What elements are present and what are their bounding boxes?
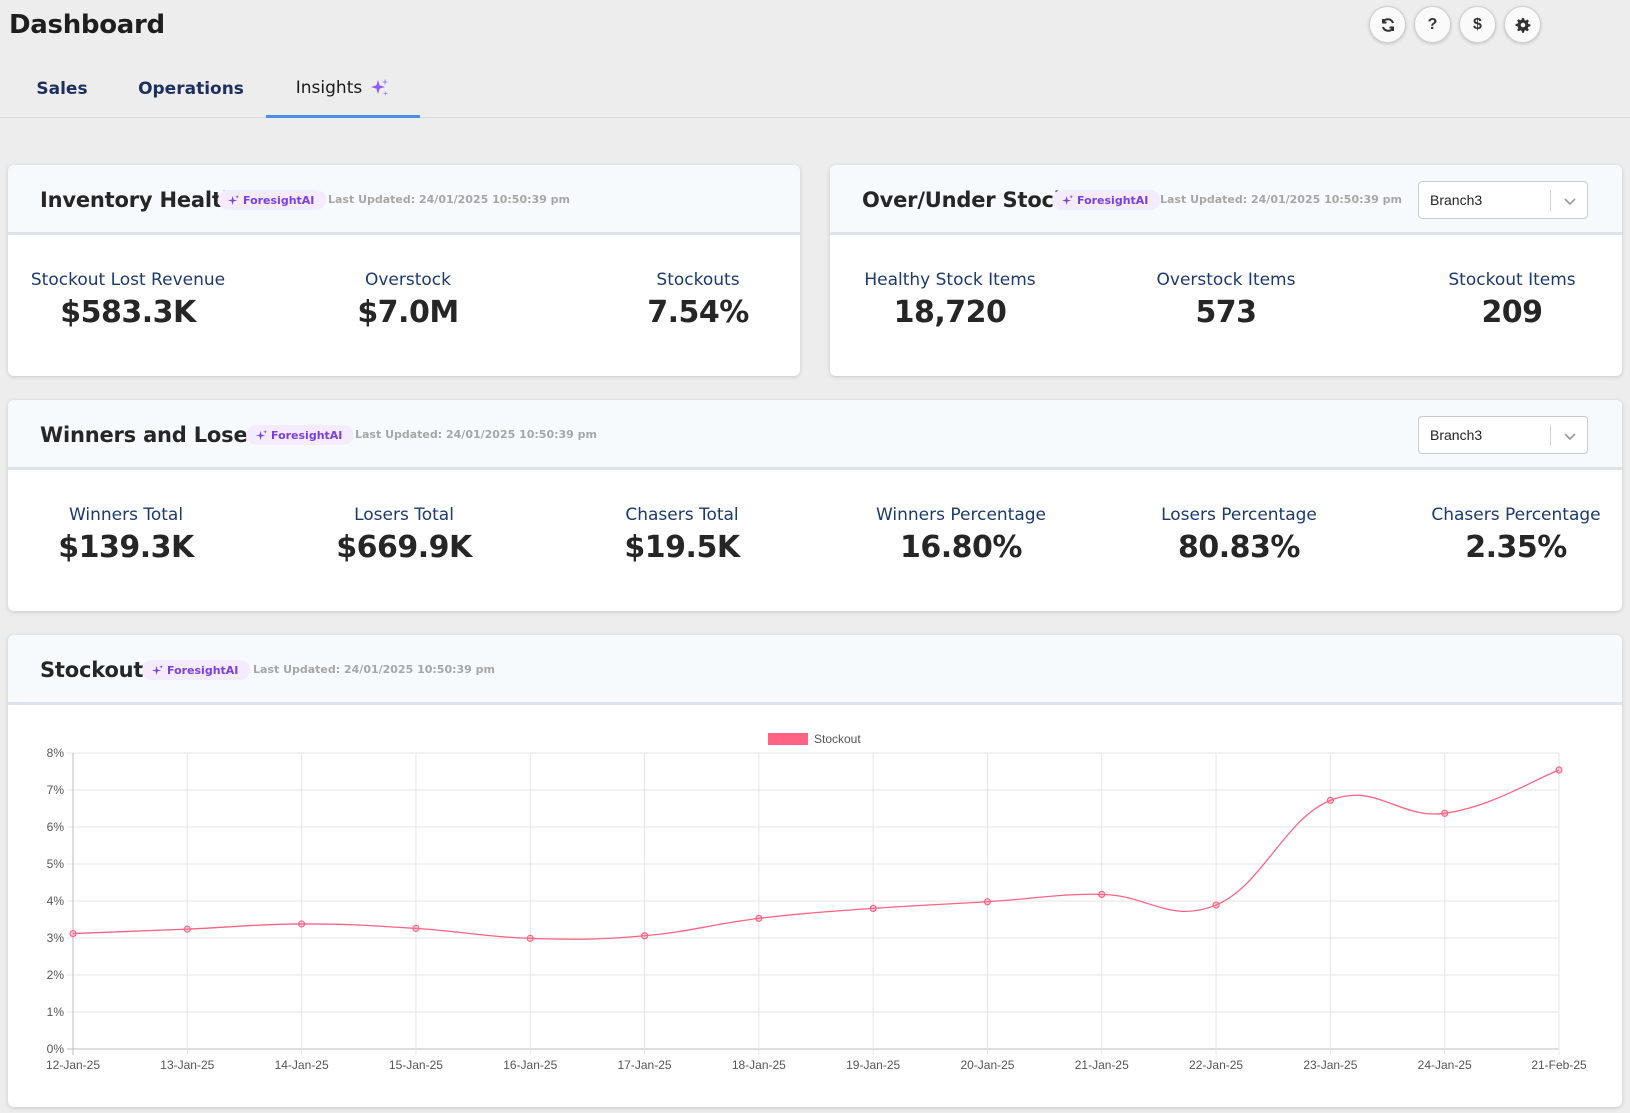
data-point <box>1326 796 1334 804</box>
metric-overstock-items: Overstock Items 573 <box>1156 270 1296 330</box>
data-point <box>298 920 306 928</box>
x-tick-label: 23-Jan-25 <box>1303 1058 1357 1072</box>
dollar-icon: $ <box>1473 15 1482 33</box>
metric-stockout-items: Stockout Items 209 <box>1448 270 1576 330</box>
refresh-icon <box>1381 17 1394 32</box>
y-tick-label: 7% <box>47 783 65 797</box>
data-point <box>983 898 992 906</box>
metric-winners-total: Winners Total $139.3K <box>58 505 194 565</box>
top-bar: Dashboard ? $ Sales Operations Insights <box>0 0 1630 118</box>
y-tick-label: 8% <box>47 746 65 760</box>
x-tick-label: 21-Feb-25 <box>1531 1058 1587 1072</box>
data-point <box>869 904 877 912</box>
stockout-chart-card: Stockout ForesightAI Last Updated: 24/01… <box>8 635 1622 1107</box>
y-tick-label: 3% <box>47 931 65 945</box>
foresight-badge: ForesightAI <box>142 660 251 680</box>
x-tick-label: 12-Jan-25 <box>46 1058 100 1072</box>
x-tick-label: 21-Jan-25 <box>1075 1058 1129 1072</box>
y-tick-label: 0% <box>47 1042 65 1056</box>
x-tick-label: 15-Jan-25 <box>389 1058 443 1072</box>
card-header: Stockout ForesightAI Last Updated: 24/01… <box>8 635 1622 705</box>
x-tick-label: 24-Jan-25 <box>1418 1058 1472 1072</box>
foresight-badge: ForesightAI <box>1052 190 1161 210</box>
legend-label: Stockout <box>814 732 861 746</box>
winners-losers-card: Winners and Losers ForesightAI Last Upda… <box>8 400 1622 611</box>
help-button[interactable]: ? <box>1414 6 1451 43</box>
refresh-button[interactable] <box>1369 6 1406 43</box>
x-tick-label: 13-Jan-25 <box>160 1058 214 1072</box>
tab-sales[interactable]: Sales <box>36 78 88 99</box>
y-tick-label: 1% <box>47 1005 65 1019</box>
settings-icon <box>1515 17 1530 33</box>
over-under-stock-card: Over/Under Stock ForesightAI Last Update… <box>830 165 1622 376</box>
last-updated: Last Updated: 24/01/2025 10:50:39 pm <box>253 663 495 676</box>
data-point <box>1212 901 1220 909</box>
card-header: Inventory Health ForesightAI Last Update… <box>8 165 800 235</box>
last-updated: Last Updated: 24/01/2025 10:50:39 pm <box>355 428 597 441</box>
sparkle-icon <box>1062 194 1073 205</box>
last-updated: Last Updated: 24/01/2025 10:50:39 pm <box>328 193 570 206</box>
metric-healthy-stock-items: Healthy Stock Items 18,720 <box>864 270 1036 330</box>
foresight-badge: ForesightAI <box>218 190 327 210</box>
y-tick-label: 6% <box>47 820 65 834</box>
branch-select[interactable]: Branch3 <box>1418 181 1588 219</box>
tab-operations[interactable]: Operations <box>138 78 244 99</box>
branch-select[interactable]: Branch3 <box>1418 416 1588 454</box>
inventory-health-card: Inventory Health ForesightAI Last Update… <box>8 165 800 376</box>
metric-chasers-total: Chasers Total $19.5K <box>624 505 740 565</box>
x-tick-label: 17-Jan-25 <box>618 1058 672 1072</box>
data-point <box>183 925 191 933</box>
x-tick-label: 22-Jan-25 <box>1189 1058 1243 1072</box>
y-tick-label: 5% <box>47 857 65 871</box>
tab-bar: Sales Operations Insights <box>0 60 1630 118</box>
metric-winners-percentage: Winners Percentage 16.80% <box>875 505 1047 565</box>
x-tick-label: 19-Jan-25 <box>846 1058 900 1072</box>
metric-losers-total: Losers Total $669.9K <box>336 505 472 565</box>
metric-overstock: Overstock $7.0M <box>357 270 459 330</box>
card-header: Over/Under Stock ForesightAI Last Update… <box>830 165 1622 235</box>
y-tick-label: 4% <box>47 894 65 908</box>
data-point <box>1441 809 1449 817</box>
foresight-badge: ForesightAI <box>246 425 355 445</box>
legend-swatch <box>768 733 808 745</box>
series-line-stockout <box>72 769 1560 940</box>
card-header: Winners and Losers ForesightAI Last Upda… <box>8 400 1622 470</box>
sparkle-icon <box>152 664 163 675</box>
metric-stockouts: Stockouts 7.54% <box>647 270 749 330</box>
data-point <box>412 924 420 932</box>
last-updated: Last Updated: 24/01/2025 10:50:39 pm <box>1160 193 1402 206</box>
sparkle-icon <box>228 194 239 205</box>
data-point <box>640 932 649 940</box>
x-tick-label: 16-Jan-25 <box>503 1058 557 1072</box>
data-point <box>1555 766 1563 774</box>
data-point <box>526 934 534 942</box>
data-point <box>1098 890 1106 898</box>
x-tick-label: 20-Jan-25 <box>960 1058 1014 1072</box>
y-tick-label: 2% <box>47 968 65 982</box>
billing-button[interactable]: $ <box>1459 6 1496 43</box>
card-title: Inventory Health <box>40 188 237 212</box>
stockout-line-chart: 0% 1% 2% 3% 4% 5% 6% 7% 8% 12-Jan-25 13-Jan-25 14-J… <box>46 732 1587 1072</box>
sparkle-icon <box>371 78 389 96</box>
data-point <box>755 914 763 922</box>
x-tick-label: 14-Jan-25 <box>275 1058 329 1072</box>
chevron-down-icon <box>1564 198 1576 206</box>
x-tick-label: 18-Jan-25 <box>732 1058 786 1072</box>
card-title: Over/Under Stock <box>862 188 1068 212</box>
metric-stockout-lost-revenue: Stockout Lost Revenue $583.3K <box>30 270 226 330</box>
page-title: Dashboard <box>9 10 165 40</box>
metric-chasers-percentage: Chasers Percentage 2.35% <box>1431 505 1601 565</box>
chevron-down-icon <box>1564 433 1576 441</box>
sparkle-icon <box>256 429 267 440</box>
card-title: Stockout <box>40 658 144 682</box>
tab-insights[interactable]: Insights <box>266 60 420 118</box>
data-point <box>69 929 77 938</box>
help-icon: ? <box>1427 15 1438 33</box>
metric-losers-percentage: Losers Percentage 80.83% <box>1161 505 1317 565</box>
settings-button[interactable] <box>1504 6 1541 43</box>
card-title: Winners and Losers <box>40 423 270 447</box>
